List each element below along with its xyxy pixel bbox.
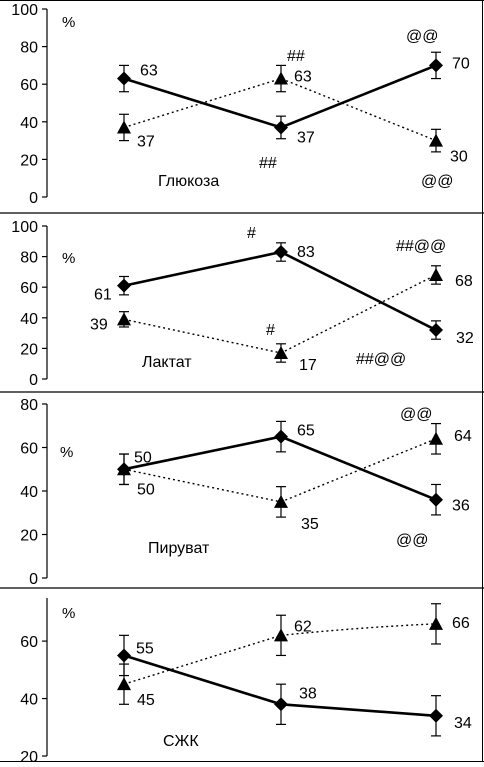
series-line bbox=[123, 623, 437, 685]
significance-annotation: # bbox=[247, 225, 256, 242]
data-label: 37 bbox=[137, 133, 155, 150]
y-tick-label: 40 bbox=[20, 115, 38, 132]
significance-annotation: @@ bbox=[400, 406, 432, 423]
series-line bbox=[123, 435, 437, 501]
panel-title: СЖК bbox=[163, 733, 199, 750]
diamond-marker bbox=[117, 648, 131, 663]
triangle-marker bbox=[429, 133, 443, 147]
significance-annotation: @@ bbox=[406, 28, 438, 45]
y-tick-label: 0 bbox=[29, 372, 38, 389]
data-label: 83 bbox=[297, 244, 315, 261]
series-line bbox=[123, 438, 437, 503]
diamond-marker bbox=[274, 245, 288, 260]
diamond-marker bbox=[274, 429, 288, 444]
panel-title: Лактат bbox=[142, 354, 192, 371]
data-label: 66 bbox=[452, 615, 470, 632]
data-label: 63 bbox=[140, 63, 158, 80]
y-tick-label: 60 bbox=[20, 634, 38, 651]
data-label: 50 bbox=[134, 449, 152, 466]
data-label: 37 bbox=[297, 129, 315, 146]
y-tick-label: 40 bbox=[20, 484, 38, 501]
data-label: 30 bbox=[450, 149, 468, 166]
diamond-marker bbox=[117, 71, 131, 86]
y-tick-label: 0 bbox=[29, 571, 38, 588]
y-tick-label: 20 bbox=[20, 528, 38, 545]
diamond-marker bbox=[274, 697, 288, 712]
triangle-marker bbox=[429, 267, 443, 281]
y-axis-label: % bbox=[62, 605, 75, 622]
y-tick-label: 80 bbox=[20, 40, 38, 57]
y-tick-label: 60 bbox=[20, 77, 38, 94]
data-label: 32 bbox=[456, 330, 474, 347]
y-tick-label: 100 bbox=[11, 219, 38, 236]
data-label: 38 bbox=[299, 685, 317, 702]
significance-annotation: # bbox=[266, 322, 275, 339]
data-label: 55 bbox=[136, 640, 154, 657]
y-tick-label: 0 bbox=[29, 190, 38, 207]
data-label: 68 bbox=[455, 273, 473, 290]
triangle-marker bbox=[117, 312, 131, 326]
y-tick-label: 100 bbox=[11, 2, 38, 19]
data-label: 70 bbox=[452, 55, 470, 72]
data-label: 17 bbox=[299, 357, 317, 374]
triangle-marker bbox=[117, 120, 131, 134]
triangle-marker bbox=[274, 494, 288, 508]
data-label: 39 bbox=[90, 316, 108, 333]
y-tick-label: 80 bbox=[20, 397, 38, 414]
data-label: 63 bbox=[294, 69, 312, 86]
data-label: 62 bbox=[294, 618, 312, 635]
data-label: 50 bbox=[137, 481, 155, 498]
triangle-marker bbox=[274, 71, 288, 85]
significance-annotation: @@ bbox=[396, 532, 428, 549]
series-line bbox=[123, 250, 437, 332]
significance-annotation: @@ bbox=[421, 173, 453, 190]
panel-title: Глюкоза bbox=[158, 173, 219, 190]
significance-annotation: ## bbox=[259, 155, 277, 172]
diamond-marker bbox=[429, 58, 443, 73]
data-label: 64 bbox=[454, 428, 472, 445]
diamond-marker bbox=[429, 708, 443, 723]
y-tick-label: 80 bbox=[20, 250, 38, 267]
diamond-marker bbox=[274, 120, 288, 135]
series-line bbox=[123, 77, 437, 142]
y-axis-label: % bbox=[62, 14, 75, 31]
y-tick-label: 20 bbox=[20, 341, 38, 358]
triangle-marker bbox=[274, 628, 288, 642]
y-tick-label: 40 bbox=[20, 692, 38, 709]
y-tick-label: 20 bbox=[20, 749, 38, 762]
panel-title: Пируват bbox=[148, 540, 210, 557]
diamond-marker bbox=[429, 492, 443, 507]
triangle-marker bbox=[429, 616, 443, 630]
y-axis-label: % bbox=[62, 250, 75, 267]
significance-annotation: ## bbox=[287, 48, 305, 65]
data-label: 45 bbox=[137, 692, 155, 709]
significance-annotation: ##@@ bbox=[396, 238, 446, 255]
diamond-marker bbox=[429, 323, 443, 338]
y-tick-label: 60 bbox=[20, 280, 38, 297]
significance-annotation: ##@@ bbox=[356, 351, 406, 368]
data-label: 34 bbox=[454, 715, 472, 732]
y-tick-label: 60 bbox=[20, 441, 38, 458]
y-tick-label: 20 bbox=[20, 152, 38, 169]
triangle-marker bbox=[429, 431, 443, 445]
triangle-marker bbox=[117, 462, 131, 476]
triangle-marker bbox=[117, 677, 131, 691]
data-label: 65 bbox=[297, 423, 315, 440]
y-tick-label: 40 bbox=[20, 311, 38, 328]
triangle-marker bbox=[274, 345, 288, 359]
data-label: 35 bbox=[301, 516, 319, 533]
series-line bbox=[123, 274, 437, 354]
y-axis-label: % bbox=[60, 444, 73, 461]
data-label: 61 bbox=[94, 287, 112, 304]
data-label: 36 bbox=[452, 498, 470, 515]
diamond-marker bbox=[117, 278, 131, 293]
